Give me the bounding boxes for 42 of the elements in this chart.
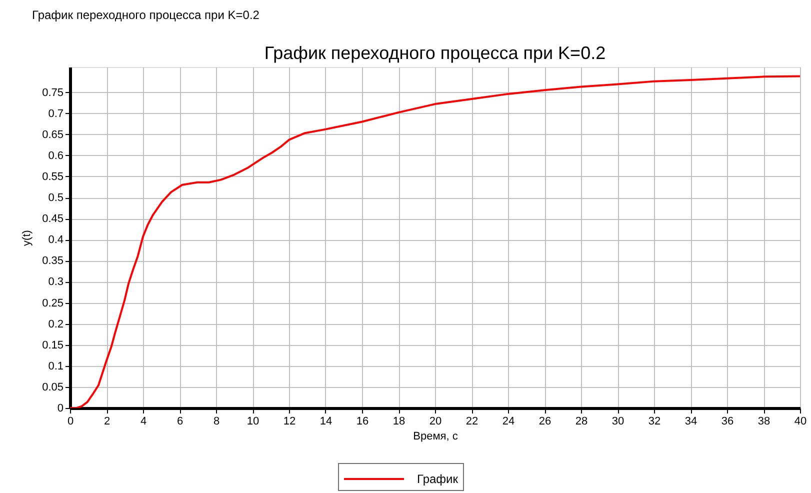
x-tick-label: 2 xyxy=(104,416,110,428)
x-tick-label: 8 xyxy=(213,416,220,428)
y-tick-label: 0.15 xyxy=(42,339,64,352)
x-tick-label: 32 xyxy=(648,416,661,428)
x-tick-label: 28 xyxy=(575,416,588,428)
x-tick-label: 30 xyxy=(612,416,624,428)
x-tick-label: 24 xyxy=(502,416,515,428)
text: График переходного процесса при K=0.2 xyxy=(32,8,260,22)
x-tick-label: 16 xyxy=(356,416,369,428)
y-tick-label: 0.25 xyxy=(42,297,64,310)
y-tick-label: 0.55 xyxy=(42,170,64,183)
y-tick-label: 0.3 xyxy=(48,276,64,288)
y-axis-title: y(t) xyxy=(21,230,34,246)
x-tick-label: 40 xyxy=(794,416,807,428)
x-tick-label: 4 xyxy=(140,416,147,428)
y-tick-label: 0.4 xyxy=(48,234,64,246)
x-tick-label: 20 xyxy=(429,416,442,428)
y-tick-label: 0.7 xyxy=(48,108,64,120)
x-tick-label: 10 xyxy=(246,416,260,428)
y-tick-label: 0.35 xyxy=(42,255,64,268)
y-tick-label: 0.75 xyxy=(42,86,64,99)
x-tick-label: 12 xyxy=(283,416,296,428)
y-tick-label: 0.6 xyxy=(48,150,64,162)
y-tick-label: 0.5 xyxy=(48,192,64,204)
x-tick-label: 34 xyxy=(684,416,698,428)
x-tick-label: 6 xyxy=(176,416,184,428)
x-axis-title: Время, с xyxy=(413,430,458,442)
y-tick-label: 0.1 xyxy=(48,360,64,372)
x-tick-label: 18 xyxy=(392,416,406,428)
y-tick-label: 0.05 xyxy=(42,381,64,394)
x-tick-label: 38 xyxy=(758,416,770,428)
x-tick-label: 36 xyxy=(721,416,734,428)
x-tick-label: 22 xyxy=(466,416,478,428)
chart-title: График переходного процесса при K=0.2 xyxy=(264,43,606,63)
x-tick-label: 14 xyxy=(320,416,332,428)
x-tick-label: 0 xyxy=(67,416,74,428)
x-tick-label: 26 xyxy=(538,416,552,428)
y-tick-label: 0.65 xyxy=(42,128,64,141)
legend-label: График xyxy=(417,472,459,486)
y-tick-label: 0.2 xyxy=(48,318,64,330)
y-tick-label: 0.45 xyxy=(42,213,64,226)
y-tick-label: 0 xyxy=(57,402,64,414)
